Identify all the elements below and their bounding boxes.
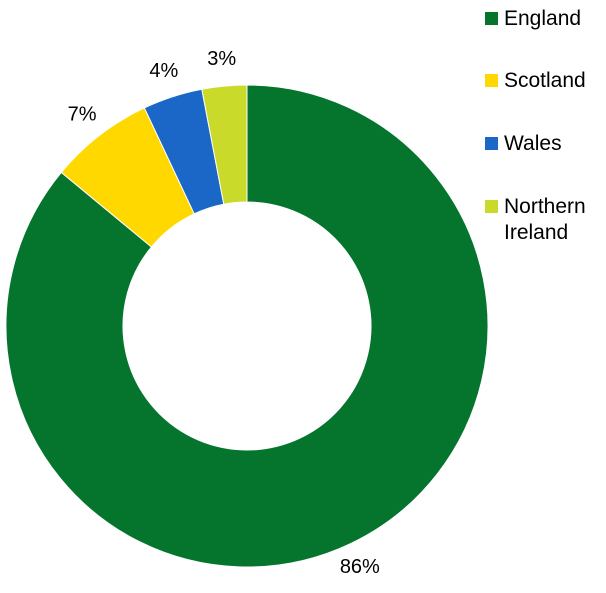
- legend-label-england: England: [504, 7, 582, 30]
- data-label-wales: 4%: [149, 60, 178, 82]
- legend-swatch-scotland: [485, 74, 498, 87]
- legend-swatch-northern-ireland: [485, 200, 498, 213]
- legend-label-scotland: Scotland: [504, 69, 586, 92]
- legend-swatch-england: [485, 12, 498, 25]
- legend-item-wales: Wales: [485, 131, 606, 157]
- data-label-england: 86%: [340, 556, 380, 578]
- slice-northern-ireland: [201, 84, 248, 205]
- legend-item-northern-ireland: Northern Ireland: [485, 194, 606, 246]
- legend-label-wales: Wales: [504, 132, 562, 155]
- slice-england: [5, 84, 489, 568]
- legend-label-northern-ireland: Northern Ireland: [504, 195, 586, 244]
- legend-item-england: England: [485, 6, 606, 32]
- legend-swatch-wales: [485, 137, 498, 150]
- data-label-scotland: 7%: [68, 103, 97, 125]
- legend-item-scotland: Scotland: [485, 68, 606, 94]
- data-label-northern-ireland: 3%: [207, 48, 236, 70]
